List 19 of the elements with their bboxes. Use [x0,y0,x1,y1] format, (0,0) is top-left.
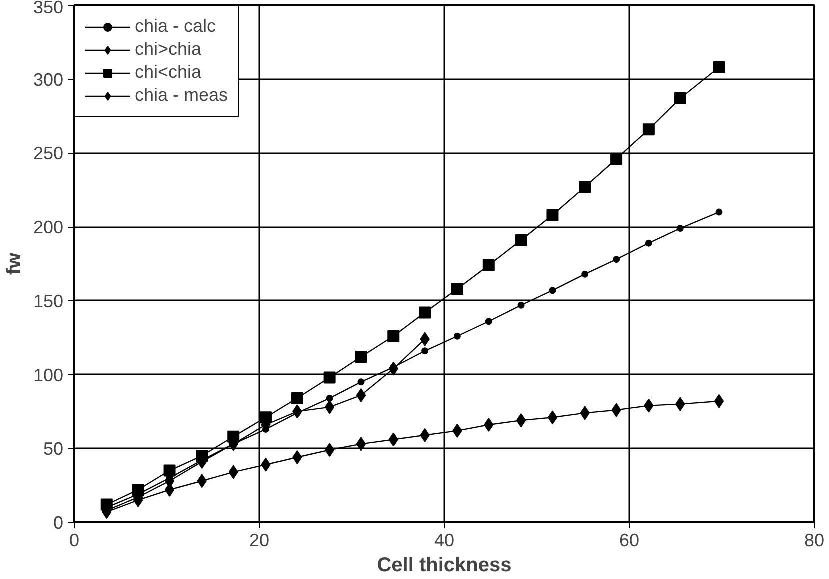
y-tick-label: 0 [53,513,64,533]
y-tick-label: 150 [33,291,64,312]
x-tick-label: 20 [249,530,270,550]
legend-label: chi>chia [135,39,202,60]
x-tick-label: 80 [804,530,825,550]
y-tick-label: 100 [33,365,64,386]
x-tick-label: 0 [69,530,80,550]
x-tick-label: 40 [434,530,455,550]
y-tick-label: 250 [33,144,64,164]
legend-label: chia - meas [135,85,228,106]
legend-label: chi<chia [135,62,202,83]
y-axis-title: fw [3,252,26,276]
x-axis-title: Cell thickness [377,554,512,576]
legend-label: chia - calc [135,16,216,37]
x-tick-label: 60 [619,530,640,550]
y-tick-label: 200 [33,218,64,238]
y-tick-label: 50 [43,439,64,460]
y-tick-label: 300 [33,70,64,90]
y-tick-label: 350 [33,0,64,18]
